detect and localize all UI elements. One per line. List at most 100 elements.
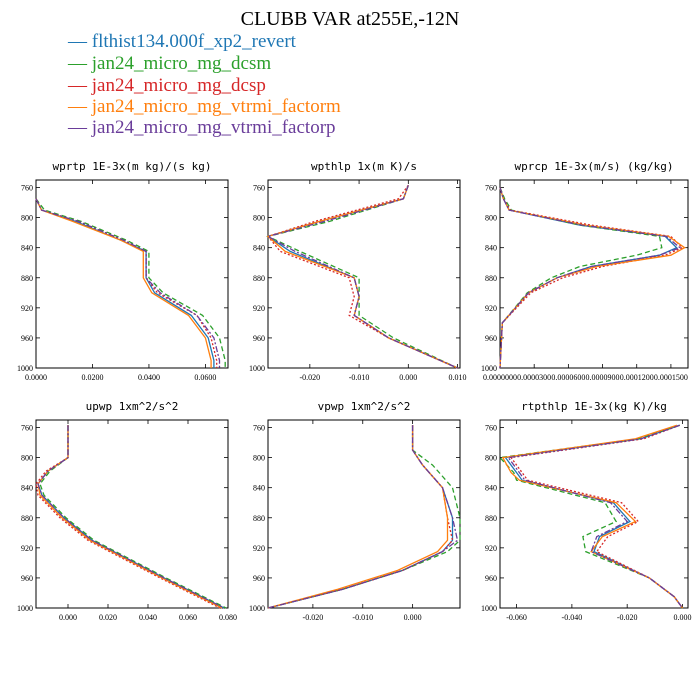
plot-frame [499, 419, 689, 609]
y-tick-label: 880 [485, 514, 497, 523]
y-tick-label: 760 [253, 424, 265, 433]
y-tick-label: 960 [21, 574, 33, 583]
y-tick-label: 880 [485, 274, 497, 283]
x-tick-label: 0.000 [59, 613, 77, 622]
y-tick-label: 800 [485, 214, 497, 223]
series-line-2 [498, 424, 684, 609]
series-line-1 [266, 185, 458, 369]
x-tick-label: -0.040 [562, 613, 583, 622]
series-line-1 [499, 187, 678, 369]
y-tick-label: 880 [21, 514, 33, 523]
legend-item-2: — jan24_micro_mg_dcsm [68, 53, 272, 74]
series-line-2 [35, 198, 226, 368]
y-tick-label: 1000 [481, 364, 497, 373]
y-tick-label: 800 [21, 454, 33, 463]
x-tick-label: 0.0600 [194, 373, 216, 382]
chart-panel-6: rtpthlp 1E-3x(kg K)/kg 760 800 840 880 920 960… [481, 400, 691, 622]
x-tick-label: 0.0000000 [483, 373, 517, 382]
legend-item-3: — jan24_micro_mg_dcsp [68, 75, 266, 96]
x-tick-label: 0.000 [404, 613, 422, 622]
x-tick-label: -0.010 [349, 373, 370, 382]
plot-frame [267, 179, 461, 369]
series-line-4 [499, 187, 686, 369]
y-tick-label: 840 [21, 484, 33, 493]
y-tick-label: 800 [253, 214, 265, 223]
chart-panel-3: wprcp 1E-3x(m/s) (kg/kg) 760 800 840 880 920 9… [481, 160, 689, 382]
series-line-1 [504, 424, 684, 609]
series-line-2 [499, 187, 663, 369]
series-line-3 [509, 424, 684, 609]
plot-frame [35, 419, 229, 609]
y-tick-label: 920 [253, 544, 265, 553]
series-line-4 [266, 185, 458, 369]
chart-panel-4: upwp 1xm^2/s^2 760 800 840 880 920 960 1000 0.00… [17, 400, 237, 622]
x-tick-label: 0.000 [673, 613, 691, 622]
x-tick-label: 0.0000300 [517, 373, 551, 382]
x-tick-label: 0.0200 [81, 373, 103, 382]
y-tick-label: 840 [485, 244, 497, 253]
chart-panel-2: wpthlp 1x(m K)/s 760 800 840 880 920 960 1000 -0… [249, 160, 467, 382]
y-tick-label: 800 [485, 454, 497, 463]
y-tick-label: 920 [21, 304, 33, 313]
y-tick-label: 880 [253, 274, 265, 283]
panel-title: wprtp 1E-3x(m kg)/(s kg) [53, 160, 212, 173]
series-line-3 [266, 184, 458, 369]
plot-frame [499, 179, 689, 369]
legend-item-5: — jan24_micro_mg_vtrmi_factorp [68, 117, 336, 138]
chart-panel-1: wprtp 1E-3x(m kg)/(s kg) 760 800 840 880 920 9… [17, 160, 229, 382]
x-tick-label: 0.0000 [25, 373, 47, 382]
y-tick-label: 760 [21, 424, 33, 433]
x-tick-label: -0.020 [617, 613, 638, 622]
y-tick-label: 960 [21, 334, 33, 343]
x-tick-label: 0.0001500 [654, 373, 688, 382]
legend-label: jan24_micro_mg_dcsp [91, 75, 266, 96]
x-tick-label: 0.040 [139, 613, 157, 622]
panel-title: wprcp 1E-3x(m/s) (kg/kg) [515, 160, 674, 173]
y-tick-label: 1000 [249, 364, 265, 373]
x-tick-label: 0.010 [449, 373, 467, 382]
y-tick-label: 800 [253, 454, 265, 463]
x-tick-label: -0.020 [303, 613, 324, 622]
series-line-4 [35, 198, 212, 368]
x-tick-label: -0.020 [300, 373, 321, 382]
x-tick-label: 0.020 [99, 613, 117, 622]
x-tick-label: 0.0400 [138, 373, 160, 382]
series-line-2 [267, 425, 461, 609]
panel-title: wpthlp 1x(m K)/s [311, 160, 417, 173]
series-line-1 [267, 425, 454, 609]
series-line-4 [267, 425, 449, 609]
series-line-3 [499, 187, 684, 369]
y-tick-label: 840 [253, 244, 265, 253]
y-tick-label: 760 [21, 184, 33, 193]
series-line-2 [266, 185, 458, 369]
y-tick-label: 1000 [17, 364, 33, 373]
series-line-3 [35, 198, 218, 368]
series-line-5 [507, 424, 684, 609]
x-tick-label: -0.060 [506, 613, 527, 622]
y-tick-label: 840 [485, 484, 497, 493]
page-title: CLUBB VAR at255E,-12N [240, 8, 460, 30]
series-line-1 [37, 425, 225, 609]
legend-item-4: — jan24_micro_mg_vtrmi_factorm [68, 96, 341, 117]
y-tick-label: 800 [21, 214, 33, 223]
y-tick-label: 1000 [17, 604, 33, 613]
y-tick-label: 760 [485, 424, 497, 433]
series-line-5 [37, 425, 225, 609]
y-tick-label: 840 [253, 484, 265, 493]
chart-panel-5: vpwp 1xm^2/s^2 760 800 840 880 920 960 1000 -0.0… [249, 400, 461, 622]
y-tick-label: 960 [253, 334, 265, 343]
y-tick-label: 840 [21, 244, 33, 253]
legend-label: jan24_micro_mg_dcsm [91, 53, 272, 74]
plot-frame [267, 419, 461, 609]
y-tick-label: 1000 [481, 604, 497, 613]
series-line-5 [499, 187, 682, 369]
series-line-3 [267, 425, 454, 609]
series-line-5 [35, 198, 221, 368]
y-tick-label: 1000 [249, 604, 265, 613]
legend-label: flthist134.000f_xp2_revert [91, 31, 296, 52]
y-tick-label: 920 [253, 304, 265, 313]
series-line-4 [501, 424, 684, 609]
x-tick-label: 0.0001200 [620, 373, 654, 382]
y-tick-label: 920 [485, 304, 497, 313]
